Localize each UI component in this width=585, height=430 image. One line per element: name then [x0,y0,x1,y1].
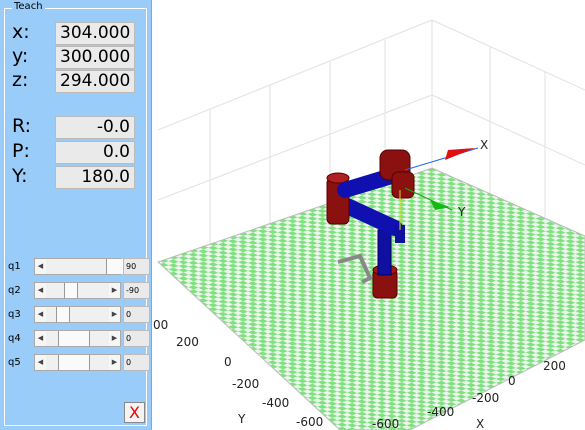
joint-slider[interactable]: ◀▶ [34,330,121,347]
field-value: -0.0 [55,116,135,139]
slider-arrow: ◀ [35,355,46,370]
slider-thumb [64,283,78,298]
tick-label: -600 [372,417,399,430]
field-label: y: [12,45,29,67]
field-label: x: [12,21,30,43]
tick-label: -200 [472,391,499,405]
slider-arrow: ▶ [109,307,120,322]
field-value: 294.000 [55,70,135,93]
joint-value: 0 [123,330,150,347]
robot [326,147,479,299]
field-value: 304.000 [55,22,135,45]
slider-thumb [56,307,70,322]
tick-label: -400 [427,405,454,419]
tick-label: 00 [153,318,168,332]
tick-label: -600 [296,415,323,429]
tick-label: 0 [508,374,516,388]
tick-label: 200 [543,359,566,373]
slider-arrow: ▶ [109,283,120,298]
joint-slider[interactable]: ◀▶ [34,258,138,275]
joint-label: q4 [8,333,21,344]
field-label: Y: [12,165,28,187]
joint-value: 0 [123,354,150,371]
shadow [337,253,373,284]
axis-label: Y [237,412,246,426]
tick-label: 0 [224,355,232,369]
grid-walls [157,19,585,245]
teach-panel: Teach X x: 304.000 y: 300.000 z: 294.000 R: -0.… [0,0,152,430]
panel-frame [4,8,147,426]
field-label: z: [12,69,29,91]
tick-label: 200 [176,335,199,349]
slider-arrow: ▶ [109,355,120,370]
close-button[interactable]: X [124,402,145,423]
slider-arrow: ◀ [35,307,46,322]
slider-arrow: ◀ [35,259,46,274]
axis-label: X [476,417,484,430]
frame-label: X [480,138,488,152]
field-label: P: [12,140,30,162]
slider-arrow: ▶ [109,331,120,346]
tick-label: -200 [232,377,259,391]
joint-label: q3 [8,309,21,320]
joint-value: 0 [123,306,150,323]
joint-slider[interactable]: ◀▶ [34,354,121,371]
panel-title: Teach [12,1,45,12]
field-label: R: [12,115,32,137]
joint-label: q5 [8,357,21,368]
field-value: 180.0 [55,166,135,189]
field-value: 300.000 [55,46,135,69]
joint-label: q2 [8,285,21,296]
joint-slider[interactable]: ◀▶ [34,282,121,299]
slider-arrow: ◀ [35,331,46,346]
frame-label: Y [457,205,466,219]
field-value: 0.0 [55,141,135,164]
floor [157,167,585,430]
joint-value: 90 [123,258,150,275]
slider-thumb [58,355,90,370]
slider-thumb [58,331,90,346]
joint-label: q1 [8,261,21,272]
joint-slider[interactable]: ◀▶ [34,306,121,323]
tick-label: -400 [262,396,289,410]
joint-value: -90 [123,282,150,299]
slider-arrow: ◀ [35,283,46,298]
